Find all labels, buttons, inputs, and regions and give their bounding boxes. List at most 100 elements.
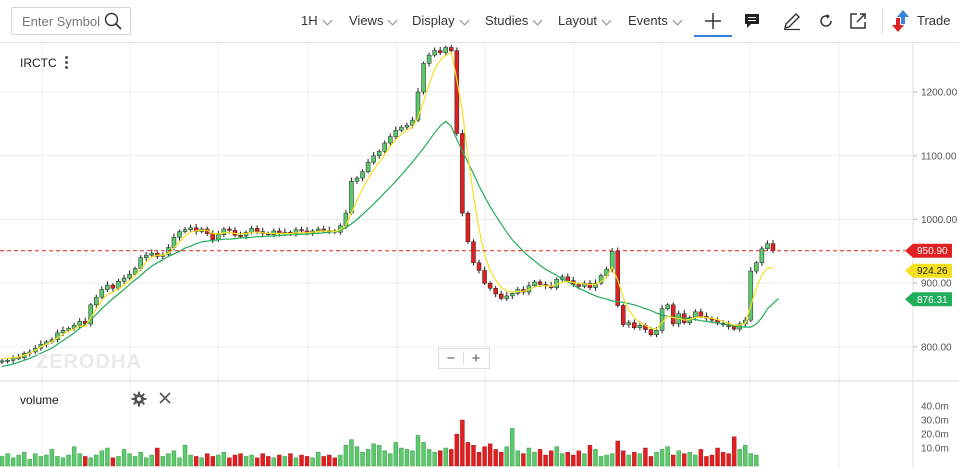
zoom-out-button[interactable]: − (446, 350, 456, 367)
trade-label[interactable]: Trade (917, 13, 951, 28)
price-badge-ma-slow (905, 292, 952, 307)
volume-bar (537, 449, 543, 467)
volume-bar (393, 442, 399, 467)
menu-studies[interactable]: Studies (485, 13, 543, 31)
candle-body (399, 126, 404, 131)
volume-bar (526, 447, 532, 467)
volume-bar (476, 452, 482, 467)
volume-bar (55, 456, 60, 467)
zoom-in-button[interactable]: + (471, 350, 481, 367)
volume-bar (38, 456, 44, 467)
crosshair-button[interactable] (700, 8, 726, 34)
volume-bar (177, 457, 182, 467)
candle-body (537, 281, 543, 285)
candle-body (587, 282, 593, 288)
candle-body (349, 180, 354, 214)
volume-bar (465, 442, 471, 467)
price-badge-last (905, 243, 952, 258)
volume-bar (354, 446, 360, 467)
comment-button[interactable] (739, 8, 765, 34)
menu-layout[interactable]: Layout (558, 13, 612, 31)
volume-bar (182, 445, 188, 467)
candle-body (648, 329, 654, 336)
volume-bar (560, 453, 565, 467)
volume-bar (382, 450, 387, 467)
volume-bar (132, 456, 138, 467)
candle-body (698, 311, 704, 317)
volume-bar (5, 453, 10, 467)
search-box[interactable] (11, 7, 131, 35)
menu-events[interactable]: Events (628, 13, 683, 31)
volume-bar (304, 456, 310, 467)
candle-body (654, 330, 659, 336)
menu-views[interactable]: Views (349, 13, 398, 31)
volume-bar (609, 453, 615, 467)
volume-bar (454, 433, 460, 467)
volume-bar (415, 435, 421, 467)
moving-averages (0, 51, 905, 368)
volume-bar (515, 450, 521, 467)
volume-bar (238, 453, 243, 467)
symbol-label[interactable]: IRCTC (20, 56, 57, 70)
volume-bar (404, 449, 410, 467)
volume-bar (604, 454, 609, 467)
menu-events-label: Events (628, 13, 668, 28)
volume-bar (49, 449, 55, 467)
volume-bar (88, 457, 93, 467)
volume-bar (343, 445, 349, 467)
candle-body (415, 91, 421, 121)
menu-interval[interactable]: 1H (301, 13, 333, 31)
volume-bar (199, 457, 204, 467)
candle-body (388, 136, 393, 144)
draw-button[interactable] (779, 8, 805, 34)
zoom-divider (463, 352, 464, 365)
search-input[interactable] (22, 13, 102, 29)
candle-body (609, 251, 615, 270)
volume-bar (643, 447, 648, 467)
volume-bar (493, 449, 498, 467)
candle-body (471, 241, 476, 264)
volume-bar (171, 450, 177, 467)
volume-bar (371, 443, 376, 467)
candle-body (238, 235, 243, 237)
candle-body (498, 293, 504, 299)
candle-body (188, 227, 193, 230)
volume-bar (166, 453, 171, 467)
gear-icon[interactable] (131, 391, 147, 407)
volume-bar (543, 454, 548, 467)
candle-body (116, 281, 121, 289)
candle-body (143, 254, 149, 258)
candle-body (620, 305, 626, 325)
trade-button[interactable] (889, 8, 913, 34)
volume-bar (315, 452, 321, 467)
volume-bar (632, 452, 637, 467)
volume-bar (210, 456, 215, 467)
volume-bar (254, 457, 260, 467)
toolbar: 1H Views Display Studies Layout Events (0, 0, 959, 43)
volume-bar (748, 453, 754, 467)
menu-display[interactable]: Display (412, 13, 470, 31)
candle-body (454, 50, 460, 134)
price-tick-label: 900.00 (921, 279, 952, 290)
search-icon[interactable] (104, 12, 122, 30)
candle-body (299, 229, 304, 232)
candle-body (482, 270, 487, 284)
candle-body (404, 124, 410, 128)
volume-bar (21, 452, 27, 467)
volume-bar (282, 456, 288, 467)
close-icon[interactable] (158, 391, 172, 405)
volume-bar (0, 456, 5, 467)
candle-body (759, 248, 765, 264)
volume-bar (249, 454, 254, 467)
fullscreen-button[interactable] (845, 8, 871, 34)
price-chart[interactable]: 800.00 900.00 1000.00 1100.00 1200.00 10.0m 20… (0, 43, 959, 468)
volume-bar (654, 452, 659, 467)
candle-body (504, 295, 510, 299)
candle-body (487, 282, 493, 289)
chevron-down-icon (672, 15, 683, 26)
reset-button[interactable] (813, 8, 839, 34)
volume-bar (504, 446, 509, 467)
volume-bar (149, 454, 154, 467)
kebab-menu-icon[interactable] (62, 55, 70, 71)
volume-bar (288, 453, 293, 467)
